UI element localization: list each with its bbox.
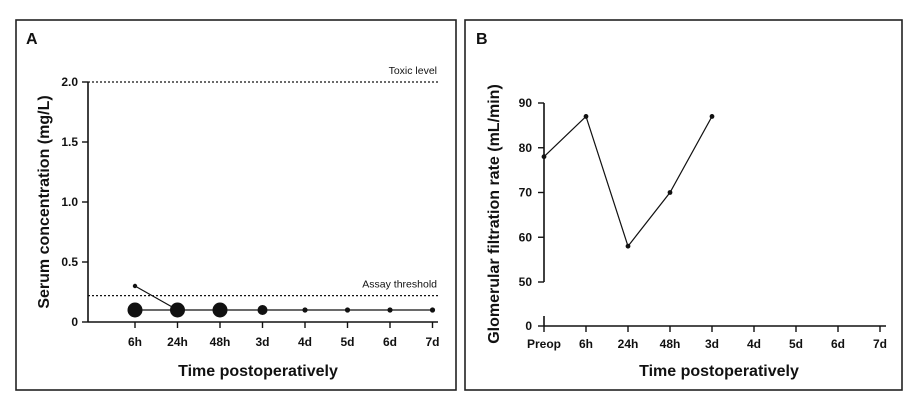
panel-a-x-axis-title: Time postoperatively — [178, 363, 338, 380]
data-point-gfr-24h — [625, 243, 631, 249]
ref-label-assay-threshold: Assay threshold — [362, 279, 437, 291]
panel-a-y-tick-label-1-5: 1.5 — [61, 135, 78, 149]
panel-a-y-tick-label-0: 0 — [71, 315, 78, 329]
panel-b-letter: B — [476, 31, 488, 48]
data-point-gfr-6h — [583, 114, 589, 119]
panel-b-y-tick-label-70: 70 — [519, 186, 533, 200]
panel-a-x-tick-label-5d: 5d — [340, 335, 354, 349]
panel-a-x-tick-label-7d: 7d — [425, 335, 439, 349]
panel-b-x-tick-label-48h: 48h — [660, 337, 681, 351]
panel-b-y-tick-label-80: 80 — [519, 141, 533, 155]
data-point-3d — [257, 305, 268, 315]
panel-a-y-axis-title: Serum concentration (mg/L) — [36, 95, 53, 308]
panel-a-y-tick-label-2-0: 2.0 — [61, 75, 78, 89]
panel-a-x-tick-label-48h: 48h — [210, 335, 231, 349]
panel-a-y-tick-label-0-5: 0.5 — [61, 255, 78, 269]
panel-a-x-tick-label-24h: 24h — [167, 335, 188, 349]
data-point-24h — [170, 302, 185, 318]
panel-a: A Serum concentration (mg/L) Time postop… — [15, 19, 457, 391]
panel-b-x-tick-label-6h: 6h — [579, 337, 593, 351]
panel-b-x-axis-title: Time postoperatively — [639, 363, 799, 380]
data-point-gfr-3d — [709, 114, 715, 119]
panel-b: B Glomerular filtration rate (mL/min) Ti… — [464, 19, 903, 391]
data-point-gfr-48h — [667, 190, 673, 195]
panel-b-x-tick-label-7d: 7d — [873, 337, 887, 351]
panel-b-y-tick-label-50: 50 — [519, 275, 533, 289]
panel-b-y-tick-label-0: 0 — [525, 319, 532, 333]
panel-b-frame — [464, 19, 903, 391]
panel-a-x-tick-label-4d: 4d — [298, 335, 312, 349]
panel-a-x-tick-label-3d: 3d — [255, 335, 269, 349]
panel-b-y-tick-label-60: 60 — [519, 230, 533, 244]
data-point-6d — [387, 307, 393, 313]
data-point-6h — [127, 302, 143, 318]
panel-a-x-tick-label-6d: 6d — [383, 335, 397, 349]
panel-b-y-axis-title: Glomerular filtration rate (mL/min) — [486, 84, 503, 344]
panel-b-x-tick-label-6d: 6d — [831, 337, 845, 351]
panel-b-x-tick-label-3d: 3d — [705, 337, 719, 351]
series-connector-6h-24h — [134, 285, 178, 311]
data-point-48h — [212, 302, 228, 318]
data-point-5d — [344, 307, 351, 313]
data-point-7d — [429, 307, 436, 313]
panel-b-x-tick-label-4d: 4d — [747, 337, 761, 351]
data-point-6h-extra — [132, 283, 138, 289]
panel-b-x-tick-label-preop: Preop — [527, 337, 561, 351]
panel-b-x-tick-label-24h: 24h — [618, 337, 639, 351]
data-point-4d — [302, 307, 308, 313]
panel-a-y-tick-label-1-0: 1.0 — [61, 195, 78, 209]
panel-b-x-tick-label-5d: 5d — [789, 337, 803, 351]
panel-a-letter: A — [26, 31, 38, 48]
data-point-gfr-preop — [541, 154, 547, 160]
panel-b-y-tick-label-90: 90 — [519, 96, 533, 110]
panel-a-x-tick-label-6h: 6h — [128, 335, 142, 349]
ref-label-toxic-level: Toxic level — [389, 65, 437, 77]
